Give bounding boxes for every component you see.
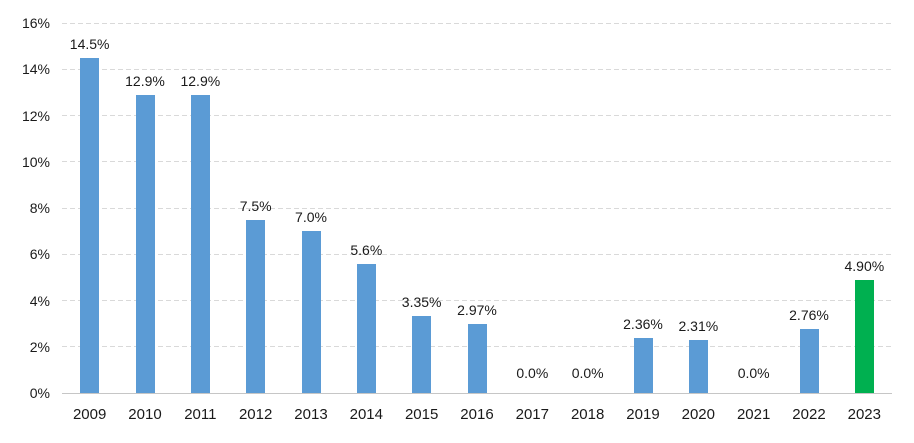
- x-tick-label-2020: 2020: [681, 406, 715, 423]
- y-tick-label: 4%: [29, 292, 50, 309]
- y-tick-label: 8%: [29, 200, 50, 216]
- x-tick-label-2012: 2012: [238, 406, 273, 423]
- x-tick-label-2022: 2022: [792, 406, 826, 423]
- bar-2011: [190, 94, 210, 393]
- bar-value-label-2022: 2.76%: [789, 307, 829, 324]
- bar-value-label-2020: 2.31%: [678, 317, 719, 334]
- x-tick-label-2018: 2018: [570, 406, 605, 423]
- bar-2016: [467, 324, 487, 393]
- bar-2010: [135, 94, 155, 393]
- x-tick-label-2014: 2014: [349, 406, 383, 423]
- bar-value-label-2017: 0.0%: [516, 365, 549, 381]
- bar-value-label-2018: 0.0%: [571, 365, 604, 381]
- bar-2014: [356, 263, 376, 393]
- gridline: [62, 253, 892, 255]
- x-axis: 2009 2010 2011 2012 2013 2014 2015 2016 2017 2018…: [62, 405, 892, 427]
- bar-value-label-2015: 3.35%: [401, 293, 442, 310]
- gridline: [62, 300, 892, 301]
- bar-value-label-2016: 2.97%: [457, 302, 497, 319]
- y-tick-label: 12%: [21, 107, 50, 124]
- bar-2015: [412, 315, 432, 393]
- bar-value-label-2019: 2.36%: [623, 316, 663, 333]
- x-tick-label-2011: 2011: [184, 406, 217, 423]
- bar-2013: [301, 231, 321, 393]
- gridline: [62, 207, 892, 209]
- bar-value-label-2014: 5.6%: [350, 241, 383, 258]
- bar-2009: [80, 57, 100, 393]
- x-tick-label-2023: 2023: [847, 406, 881, 423]
- bar-value-label-2021: 0.0%: [737, 365, 770, 381]
- bar-value-label-2023: 4.90%: [844, 257, 885, 274]
- x-tick-label-2009: 2009: [72, 406, 107, 423]
- gridline: [62, 68, 892, 70]
- bar-2012: [246, 219, 266, 393]
- y-tick-label: 10%: [21, 153, 50, 170]
- y-tick-label: 14%: [21, 61, 50, 78]
- bar-value-label-2011: 12.9%: [180, 72, 221, 89]
- gridline: [62, 115, 892, 116]
- bar-2023: [854, 279, 874, 393]
- y-tick-label: 2%: [29, 338, 50, 355]
- plot-area: 14.5% 12.9% 12.9% 7.5% 7.0% 5.6% 3.35% 2.97% 0.0…: [62, 22, 892, 394]
- bar-2019: [633, 338, 653, 393]
- y-axis: 0% 2% 4% 6% 8% 10% 12% 14% 16%: [0, 0, 54, 443]
- bar-value-label-2012: 7.5%: [239, 197, 272, 214]
- x-axis-line: [62, 393, 892, 394]
- x-tick-label-2013: 2013: [294, 406, 328, 423]
- bar-value-label-2010: 12.9%: [125, 72, 165, 89]
- y-tick-label: 0%: [29, 385, 50, 401]
- x-tick-label-2016: 2016: [460, 406, 494, 423]
- bar-2022: [799, 329, 819, 393]
- gridline: [62, 22, 892, 24]
- x-tick-label-2019: 2019: [626, 406, 660, 423]
- bar-value-label-2009: 14.5%: [69, 35, 110, 52]
- y-tick-label: 16%: [21, 15, 50, 31]
- bar-value-label-2013: 7.0%: [295, 209, 327, 226]
- gridline: [62, 161, 892, 163]
- x-tick-label-2021: 2021: [736, 406, 771, 423]
- y-tick-label: 6%: [29, 246, 50, 263]
- x-tick-label-2017: 2017: [515, 406, 549, 423]
- bar-2020: [688, 339, 708, 393]
- x-tick-label-2015: 2015: [404, 406, 439, 423]
- x-tick-label-2010: 2010: [128, 406, 162, 423]
